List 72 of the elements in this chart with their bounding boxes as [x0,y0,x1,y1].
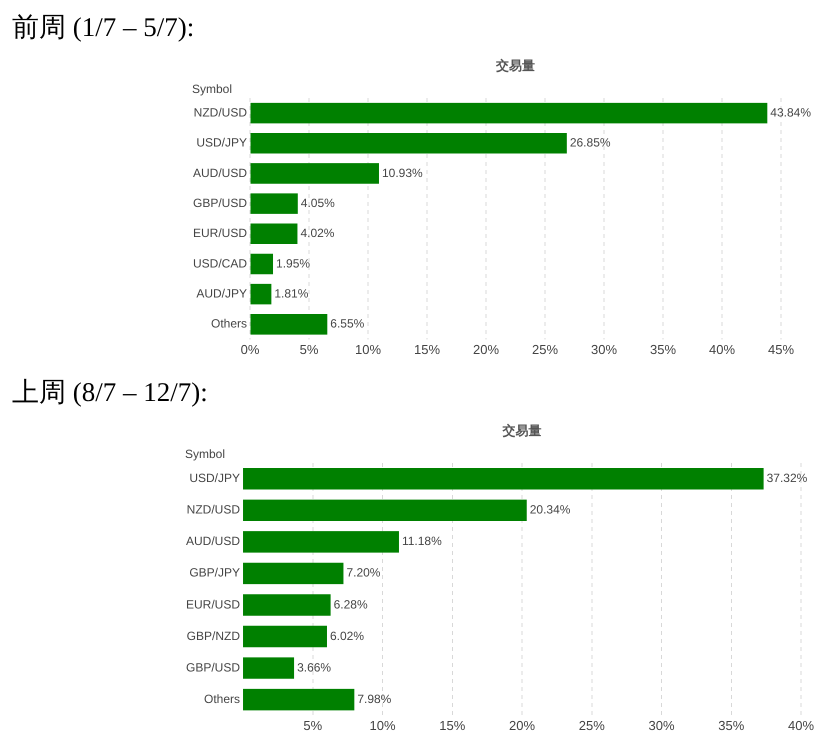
y-tick-label: GBP/JPY [189,566,240,580]
data-label: 6.28% [334,597,368,612]
x-tick-label: 5% [300,342,319,357]
data-label: 26.85% [570,136,611,150]
y-tick-label: GBP/USD [192,196,248,210]
data-label: 7.98% [357,692,392,706]
bar [250,163,379,184]
data-label: 11.18% [402,534,442,548]
x-tick-label: 20% [472,342,500,357]
bar [243,594,331,616]
x-tick-label: 40% [788,718,814,733]
bar [250,193,298,214]
y-tick-label: USD/CAD [192,256,248,270]
data-label: 4.05% [300,196,336,210]
x-tick-label: 35% [718,718,745,733]
bar [243,500,527,522]
data-label: 7.20% [346,566,381,580]
bar [250,224,298,244]
chart-subtitle: 交易量 [502,423,542,439]
x-tick-label: 30% [648,718,675,733]
bar [243,688,354,710]
x-tick-label: 35% [650,342,676,357]
bar [243,562,344,584]
bar [250,314,328,335]
bar [243,657,294,679]
bar [243,626,327,648]
bar [250,284,272,304]
data-label: 43.84% [770,105,812,120]
x-tick-label: 5% [303,718,323,733]
data-label: 10.93% [382,166,424,180]
x-tick-label: 45% [768,342,794,357]
chart-subtitle: 交易量 [495,58,536,74]
y-tick-label: NZD/USD [186,502,240,517]
chart-title: 上周 (8/7 – 12/7): [11,376,209,409]
y-axis-title: Symbol [192,82,232,96]
y-tick-label: EUR/USD [192,226,248,240]
y-tick-label: AUD/USD [186,534,240,548]
x-tick-label: 0% [240,342,260,357]
bar [243,531,399,553]
y-tick-label: GBP/USD [186,660,240,674]
x-tick-label: 10% [354,342,382,357]
data-label: 6.02% [330,628,364,643]
y-tick-label: USD/JPY [189,471,240,486]
y-tick-label: AUD/JPY [196,286,248,300]
data-label: 1.81% [274,286,309,300]
y-axis-title: Symbol [185,447,226,461]
bar [250,133,567,154]
x-tick-label: 15% [439,718,466,733]
x-tick-label: 40% [708,342,736,357]
y-tick-label: USD/JPY [196,136,248,150]
data-label: 3.66% [297,660,332,674]
x-tick-label: 30% [590,342,618,357]
data-label: 1.95% [276,256,310,270]
x-tick-label: 15% [414,342,440,357]
y-tick-label: Others [204,692,240,706]
x-tick-label: 10% [369,718,396,733]
chart-title: 前周 (1/7 – 5/7): [11,11,196,44]
data-label: 4.02% [300,226,335,240]
x-tick-label: 25% [532,342,558,357]
bar [243,468,764,490]
y-tick-label: Others [210,316,248,331]
y-tick-label: AUD/USD [192,166,248,180]
x-tick-label: 25% [578,718,606,733]
y-tick-label: EUR/USD [186,597,240,612]
y-tick-label: GBP/NZD [186,628,240,643]
data-label: 6.55% [330,316,365,331]
bar [250,102,768,124]
x-tick-label: 20% [508,718,536,733]
data-label: 20.34% [530,502,571,517]
bar [250,254,274,274]
y-tick-label: NZD/USD [194,105,248,120]
data-label: 37.32% [766,471,808,486]
